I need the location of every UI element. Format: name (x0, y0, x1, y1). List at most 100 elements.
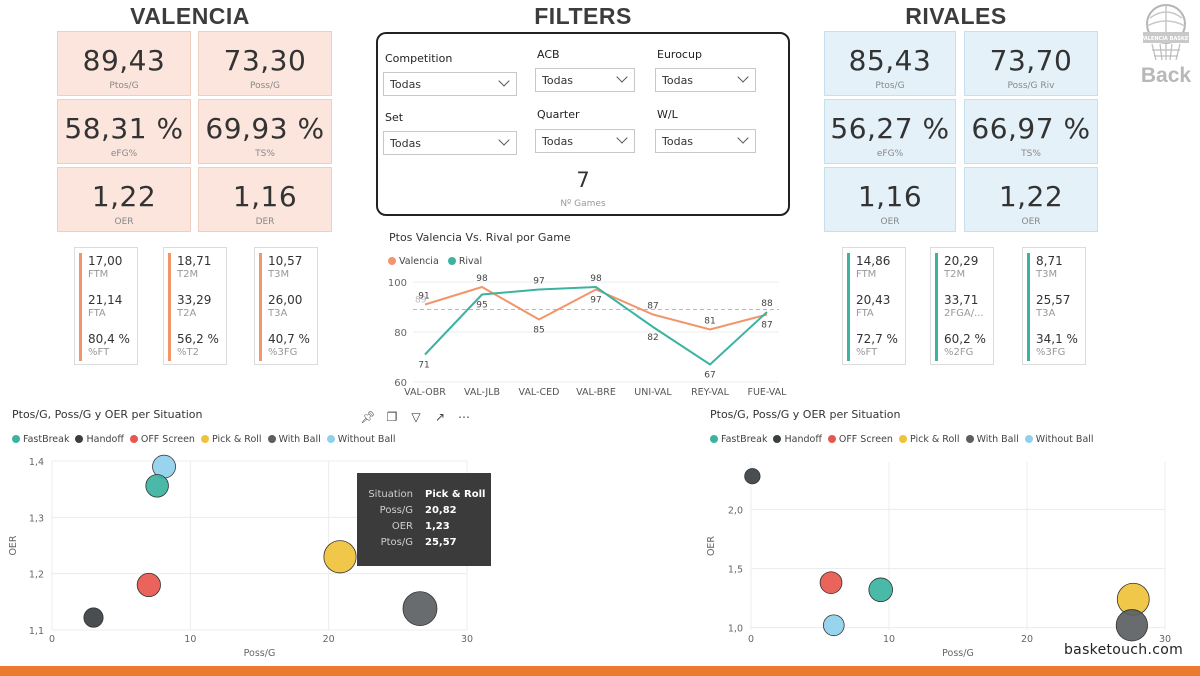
valencia-kpi-der: 1,16 DER (198, 167, 332, 232)
kpi-value: 89,43 (82, 44, 166, 77)
eurocup-dropdown[interactable]: Todas (655, 68, 756, 92)
rival-kpi-ts: 66,97 % TS% (964, 99, 1098, 164)
quarter-dropdown[interactable]: Todas (535, 129, 635, 153)
valencia-stat-t3: 10,57 T3M 26,00 T3A 40,7 % %3FG (254, 247, 318, 365)
chevron-down-icon (737, 71, 749, 83)
stat-label: T3M (1036, 269, 1058, 280)
x-tick-label: VAL-OBR (404, 387, 446, 398)
valencia-kpi-ts: 69,93 % TS% (198, 99, 332, 164)
acb-value: Todas (542, 74, 574, 87)
stat-label: T3M (268, 269, 290, 280)
scatter-right-legend: FastBreak Handoff OFF Screen Pick & Roll Wit… (710, 434, 1100, 445)
y-tick-label: 1,5 (728, 564, 743, 575)
x-tick-label: VAL-CED (519, 387, 560, 398)
set-dropdown[interactable]: Todas (383, 131, 517, 155)
back-button[interactable]: VALENCIA BASKET Back (1138, 2, 1194, 92)
rival-kpi-oer-2: 1,22 OER (964, 167, 1098, 232)
legend-item: FastBreak (710, 434, 767, 445)
stat-label: FTA (856, 308, 874, 319)
data-label: 67 (704, 371, 715, 381)
data-label: 88 (761, 299, 773, 309)
y-tick-label: 1,0 (728, 624, 743, 635)
rival-stat-ft: 14,86 FTM 20,43 FTA 72,7 % %FT (842, 247, 906, 365)
quarter-value: Todas (542, 135, 574, 148)
legend-item: Handoff (773, 434, 822, 445)
wl-label: W/L (657, 108, 678, 121)
acb-dropdown[interactable]: Todas (535, 68, 635, 92)
y-tick-label: 80 (394, 328, 407, 339)
kpi-value: 1,22 (998, 180, 1064, 213)
legend-item: With Ball (267, 434, 321, 445)
legend-dot (75, 435, 84, 443)
acb-label: ACB (537, 48, 560, 61)
focus-mode-icon[interactable]: ↗ (434, 410, 446, 424)
valencia-kpi-poss: 73,30 Poss/G (198, 31, 332, 96)
legend-dot (773, 435, 782, 443)
stat-value: 14,86 (856, 254, 891, 268)
stat-value: 60,2 % (944, 332, 986, 346)
stat-value: 56,2 % (177, 332, 219, 346)
legend-label: Without Ball (337, 434, 396, 445)
legend-item: With Ball (965, 434, 1019, 445)
legend-dot (129, 435, 138, 443)
stat-value: 80,4 % (88, 332, 130, 346)
rival-kpi-efg: 56,27 % eFG% (824, 99, 956, 164)
bubble-fastbreak (145, 474, 169, 498)
data-label: 71 (418, 361, 429, 371)
average-label: 89 (415, 296, 427, 306)
competition-dropdown[interactable]: Todas (383, 72, 517, 96)
data-label: 85 (533, 326, 544, 336)
y-axis-label: OER (706, 536, 717, 556)
chevron-down-icon (616, 71, 628, 83)
rival-stat-t2: 20,29 T2M 33,71 2FGA/... 60,2 % %2FG (930, 247, 994, 365)
filter-icon[interactable]: ▽ (411, 410, 421, 424)
bubble-with-ball (1115, 609, 1148, 642)
data-label: 87 (647, 302, 658, 312)
data-label: 87 (761, 321, 772, 331)
x-tick-label: 20 (323, 634, 335, 645)
rival-stat-t3: 8,71 T3M 25,57 T3A 34,1 % %3FG (1022, 247, 1086, 365)
kpi-label: OER (1021, 217, 1041, 227)
legend-valencia: Valencia (399, 256, 439, 267)
legend-dot (12, 435, 20, 443)
more-options-icon[interactable]: ⋯ (458, 410, 470, 424)
tooltip-key: Poss/G (379, 505, 413, 516)
games-label: Nº Games (560, 199, 606, 209)
legend-dot (447, 257, 456, 265)
scatter-right-title: Ptos/G, Poss/G y OER per Situation (710, 408, 901, 421)
kpi-value: 66,97 % (971, 112, 1091, 145)
kpi-label: Ptos/G (875, 81, 905, 91)
set-label: Set (385, 111, 404, 124)
eurocup-label: Eurocup (657, 48, 702, 61)
bubble-handoff (83, 607, 104, 628)
stat-value: 25,57 (1036, 293, 1071, 307)
rival-kpi-oer: 1,16 OER (824, 167, 956, 232)
stat-value: 20,43 (856, 293, 891, 307)
stat-value: 34,1 % (1036, 332, 1078, 346)
tooltip-value: Pick & Roll (425, 489, 486, 500)
series-line-rival (424, 285, 768, 366)
chevron-down-icon (498, 75, 510, 87)
y-tick-label: 1,3 (29, 513, 44, 524)
legend-item: Without Ball (1024, 434, 1094, 445)
kpi-label: Poss/G Riv (1007, 81, 1055, 91)
legend-dot (965, 435, 974, 443)
tooltip-key: Ptos/G (380, 537, 413, 548)
chevron-down-icon (737, 132, 749, 144)
stat-label: FTM (856, 269, 877, 280)
stat-label: T2M (177, 269, 199, 280)
kpi-label: eFG% (876, 149, 904, 159)
stat-value: 17,00 (88, 254, 123, 268)
copy-icon[interactable]: ❐ (386, 410, 398, 424)
set-value: Todas (390, 137, 422, 150)
pin-icon[interactable]: 📌︎ (360, 410, 376, 424)
legend-rival: Rival (458, 256, 483, 267)
bubble-with-ball (402, 591, 438, 626)
footer-bar (0, 666, 1200, 676)
wl-dropdown[interactable]: Todas (655, 129, 756, 153)
x-tick-label: REY-VAL (691, 387, 730, 398)
kpi-value: 85,43 (848, 44, 932, 77)
stat-label: %3FG (268, 347, 298, 358)
y-tick-label: 2,0 (728, 505, 743, 516)
bubble-without-ball (822, 614, 845, 637)
